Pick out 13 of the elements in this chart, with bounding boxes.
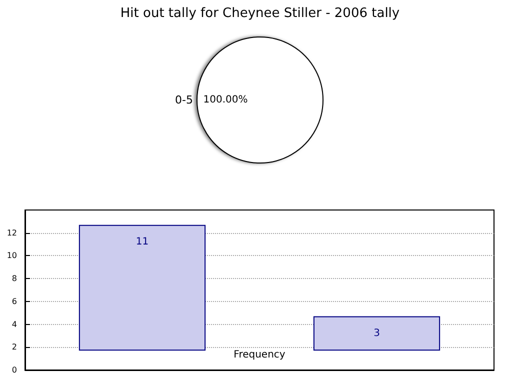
chart-title: Hit out tally for Cheynee Stiller - 2006 tally: [120, 6, 400, 21]
data-label: 100.00%: [203, 94, 248, 106]
y-tick-label: 10: [6, 251, 17, 260]
data-label: 11: [136, 236, 149, 248]
y-tick-label: 8: [12, 274, 17, 284]
x-axis-title: Frequency: [234, 350, 286, 360]
slice-label: 0-5: [175, 94, 193, 106]
y-tick-label: 6: [12, 296, 17, 306]
data-label: 3: [374, 328, 380, 339]
y-tick-label: 12: [6, 228, 17, 238]
y-tick-label: 2: [12, 342, 17, 352]
y-tick-label: 0: [12, 366, 17, 374]
y-tick-label: 4: [12, 320, 17, 329]
